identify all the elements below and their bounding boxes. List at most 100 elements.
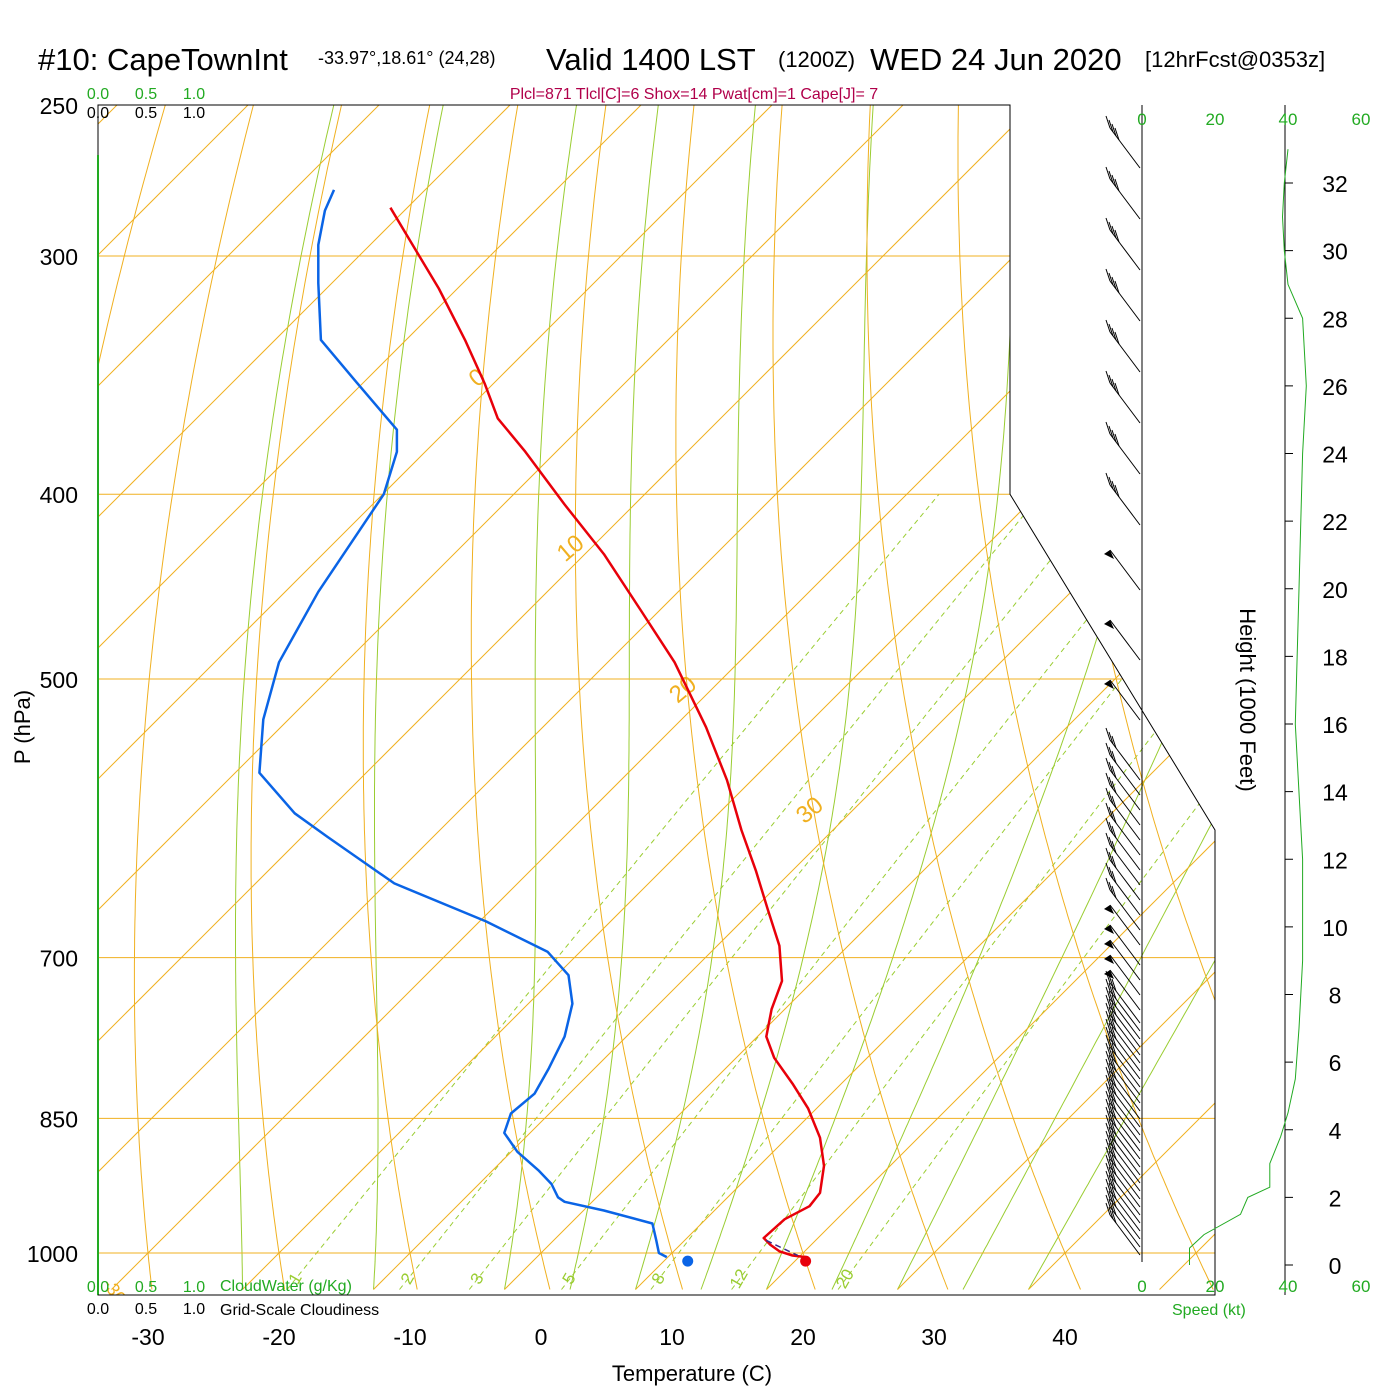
wind-barb-feather (1108, 1046, 1114, 1060)
wind-barb-feather (1105, 986, 1111, 1000)
dry-adiabat-line (133, 105, 263, 1290)
mixing-ratio-label: 12 (726, 1266, 752, 1292)
pressure-tick-label: 250 (40, 93, 78, 119)
mixing-ratio-label: 3 (467, 1270, 488, 1288)
mixing-ratio-label: 2 (397, 1270, 418, 1288)
parcel-path (765, 1239, 799, 1257)
height-tick-label: 2 (1329, 1185, 1342, 1211)
wind-barb-feather (1111, 1178, 1117, 1192)
wind-barb-feather (1111, 1106, 1117, 1120)
dry-adiabat-line (1045, 105, 1215, 1290)
wind-barb-feather (1105, 994, 1111, 1008)
wind-barb-staff (1109, 679, 1141, 721)
wind-barb-feather (1105, 1082, 1111, 1096)
wind-barb-feather (1105, 1194, 1111, 1208)
wind-barb-feather (1108, 221, 1114, 235)
moist-adiabat-line (504, 105, 583, 1290)
wind-barb-feather (1108, 1182, 1114, 1196)
dry-adiabat-line (866, 105, 1081, 1290)
wind-barb-staff (1109, 1166, 1141, 1208)
wind-barb-feather (1111, 1138, 1117, 1152)
wind-barb-feather (1111, 1010, 1117, 1024)
wind-barb-staff (1109, 1078, 1141, 1120)
wind-barb-feather (1105, 1138, 1111, 1152)
temperature-tick-label: -20 (262, 1324, 295, 1350)
isotherm-line (1159, 105, 1215, 1290)
wind-barb-feather (1105, 742, 1111, 756)
wind-barb-feather (1108, 1022, 1114, 1036)
wind-barb-feather (1114, 331, 1120, 345)
wind-barb-feather (1105, 772, 1111, 786)
mixing-ratio-line (468, 493, 1104, 1290)
wind-barb-feather (1108, 1054, 1114, 1068)
valid-date: WED 24 Jun 2020 (870, 42, 1122, 77)
isotherm-line (373, 105, 1215, 1290)
mixing-ratio-line (650, 493, 1215, 1290)
wind-barb-feather (1105, 817, 1111, 831)
wind-barb-feather (1114, 178, 1120, 192)
wind-barb-feather (1105, 1050, 1111, 1064)
wind-barb-feather (1108, 119, 1114, 133)
isotherm-line (98, 105, 414, 1290)
wind-barb-flag (1104, 680, 1114, 689)
valid-time: Valid 1400 LST (546, 42, 756, 77)
wind-barb-staff (1109, 178, 1141, 220)
wind-barb-flag (1104, 905, 1114, 914)
wind-barb-feather (1111, 1082, 1117, 1096)
wind-barb-feather (1105, 1010, 1111, 1024)
wind-barb-staff (1109, 484, 1141, 526)
wind-barb-staff (1109, 331, 1141, 373)
wind-barb-feather (1105, 1154, 1111, 1168)
wind-barb-staff (1109, 990, 1141, 1032)
wind-barb-staff (1109, 1070, 1141, 1112)
forecast-info: [12hrFcst@0353z] (1145, 47, 1325, 72)
wind-barb-feather (1111, 276, 1117, 290)
wind-barb-feather (1108, 982, 1114, 996)
speed-tick-label: 40 (1279, 110, 1298, 129)
wind-barb-staff (1109, 1158, 1141, 1200)
speed-label: Speed (kt) (1172, 1302, 1246, 1319)
wind-barb-feather (1108, 1158, 1114, 1172)
isotherm-line (98, 105, 545, 1290)
wind-barb-staff (1109, 619, 1141, 661)
pressure-tick-label: 400 (40, 482, 78, 508)
speed-tick-label: 60 (1352, 110, 1371, 129)
wind-barb-staff (1109, 1206, 1141, 1248)
station-title: #10: CapeTownInt (38, 42, 288, 77)
wind-barb-staff (1109, 280, 1141, 322)
wind-barb-feather (1111, 1026, 1117, 1040)
isotherm-line (98, 105, 938, 1290)
wind-barb-staff (1109, 1094, 1141, 1136)
wind-barb-feather (1111, 225, 1117, 239)
wind-barb-feather (1111, 870, 1117, 884)
height-tick-label: 18 (1322, 644, 1348, 670)
wind-barb-feather (1111, 1042, 1117, 1056)
wind-barb-feather (1111, 1002, 1117, 1016)
speed-tick-label: 40 (1279, 1277, 1298, 1296)
wind-barb-feather (1111, 780, 1117, 794)
wind-barb-feather (1114, 280, 1120, 294)
moist-adiabat-line (373, 105, 451, 1290)
temperature-tick-label: 10 (659, 1324, 685, 1350)
wind-barb-feather (1105, 757, 1111, 771)
wind-barb-feather (1105, 978, 1111, 992)
wind-barb-feather (1105, 1202, 1111, 1216)
wind-barb-feather (1108, 746, 1114, 760)
speed-tick-label: 60 (1352, 1277, 1371, 1296)
isotherm-line (98, 105, 1069, 1290)
dry-adiabat-label: 20 (664, 671, 702, 709)
wind-barb-staff (1109, 904, 1141, 946)
wind-barb-feather (1111, 1186, 1117, 1200)
wind-barb-flag (1104, 550, 1114, 559)
wind-barb-feather (1108, 1166, 1114, 1180)
zulu-time: (1200Z) (778, 47, 855, 72)
isotherm-line (635, 105, 1215, 1290)
sounding-profiles (258, 189, 826, 1267)
wind-barb-feather (1108, 1110, 1114, 1124)
wind-barb-staff (1109, 998, 1141, 1040)
moist-adiabat-line (766, 105, 1020, 1290)
wind-barb-staff (1109, 1046, 1141, 1088)
wind-barb-staff (1109, 954, 1141, 996)
temperature-tick-label: 20 (790, 1324, 816, 1350)
